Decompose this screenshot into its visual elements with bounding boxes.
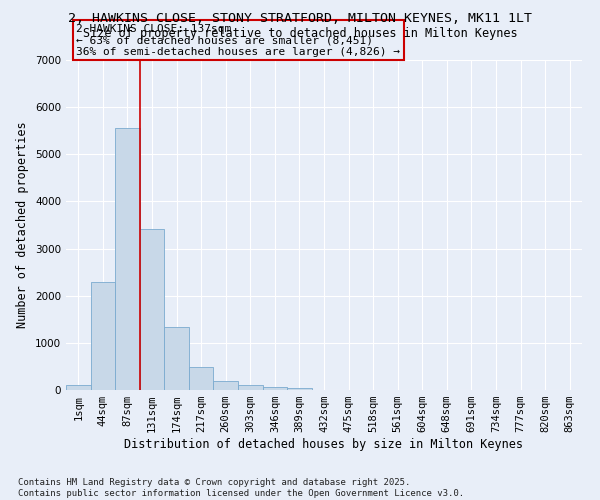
Bar bbox=[140, 229, 164, 390]
Bar bbox=[214, 382, 238, 390]
X-axis label: Distribution of detached houses by size in Milton Keynes: Distribution of detached houses by size … bbox=[125, 438, 523, 451]
Text: 2 HAWKINS CLOSE: 137sqm
← 63% of detached houses are smaller (8,451)
36% of semi: 2 HAWKINS CLOSE: 137sqm ← 63% of detache… bbox=[76, 24, 400, 56]
Bar bbox=[66, 386, 91, 390]
Text: 2, HAWKINS CLOSE, STONY STRATFORD, MILTON KEYNES, MK11 1LT: 2, HAWKINS CLOSE, STONY STRATFORD, MILTO… bbox=[68, 12, 532, 26]
Bar bbox=[164, 328, 189, 390]
Bar bbox=[287, 388, 312, 390]
Bar bbox=[238, 386, 263, 390]
Text: Contains HM Land Registry data © Crown copyright and database right 2025.
Contai: Contains HM Land Registry data © Crown c… bbox=[18, 478, 464, 498]
Bar bbox=[189, 367, 214, 390]
Bar bbox=[115, 128, 140, 390]
Bar bbox=[263, 387, 287, 390]
Text: Size of property relative to detached houses in Milton Keynes: Size of property relative to detached ho… bbox=[83, 28, 517, 40]
Bar bbox=[91, 282, 115, 390]
Y-axis label: Number of detached properties: Number of detached properties bbox=[16, 122, 29, 328]
